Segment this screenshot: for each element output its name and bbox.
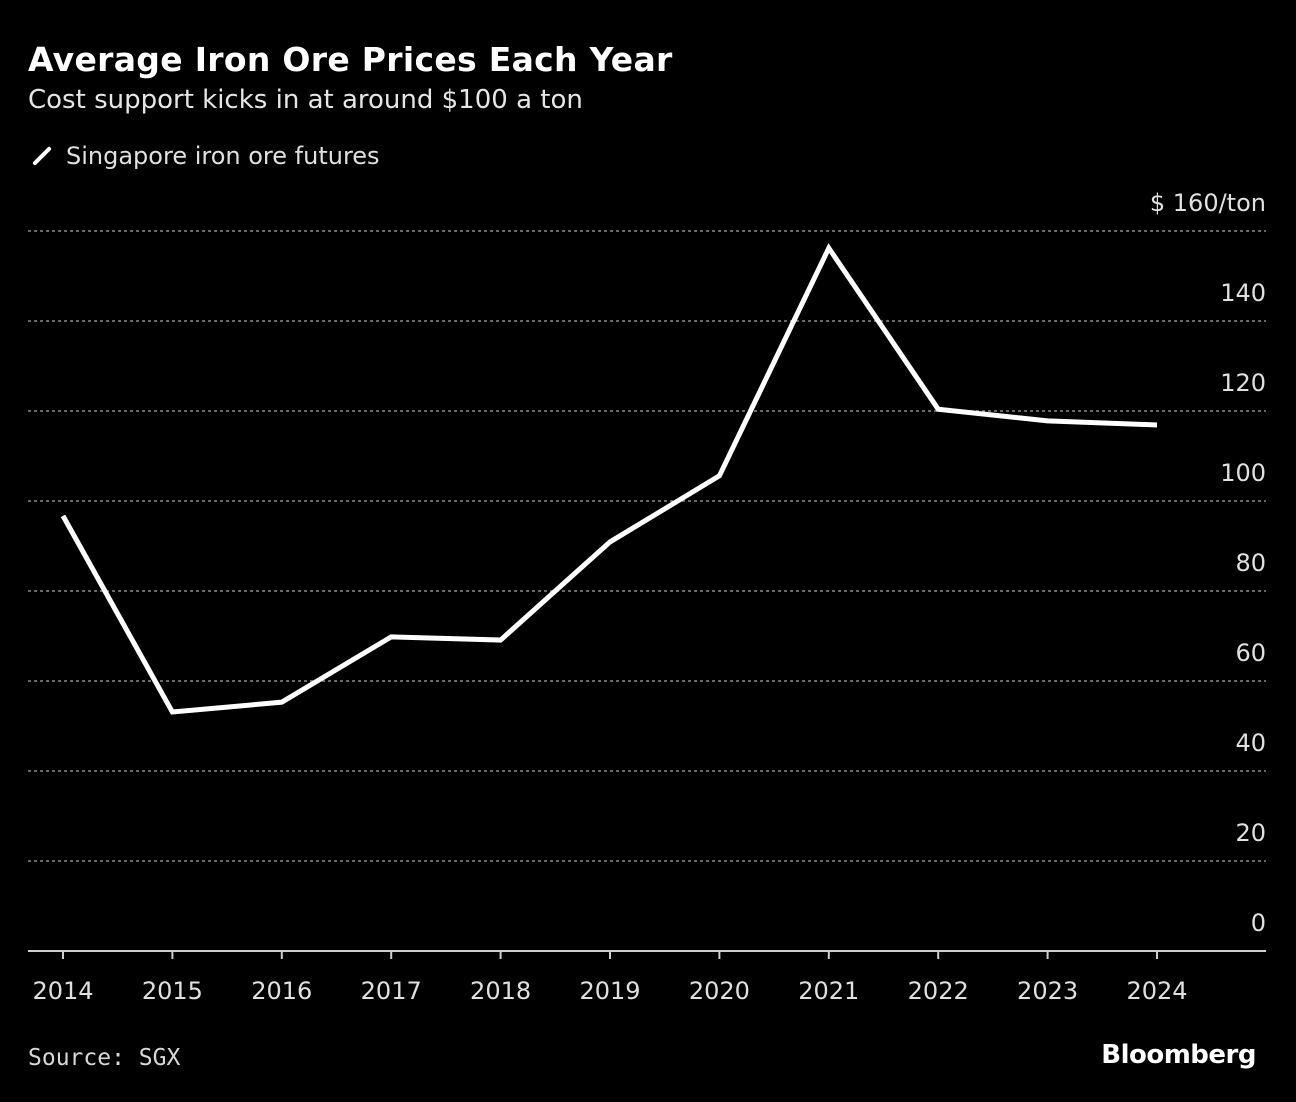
y-tick-label: 80 [1235, 549, 1266, 577]
y-tick-label: 60 [1235, 639, 1266, 667]
x-tick-label: 2017 [361, 977, 422, 1005]
y-tick-label: 120 [1220, 369, 1266, 397]
y-tick-label: 20 [1235, 819, 1266, 847]
chart-subtitle: Cost support kicks in at around $100 a t… [28, 85, 583, 115]
y-tick-label: $ 160/ton [1150, 189, 1266, 217]
x-tick-label: 2019 [579, 977, 640, 1005]
y-tick-label: 40 [1235, 729, 1266, 757]
y-tick-label: 100 [1220, 459, 1266, 487]
bloomberg-logo: Bloomberg [1101, 1040, 1256, 1070]
x-tick-label: 2015 [142, 977, 203, 1005]
y-tick-label: 0 [1251, 909, 1266, 937]
x-tick-label: 2016 [251, 977, 312, 1005]
source-note: Source: SGX [28, 1045, 181, 1071]
x-tick-label: 2014 [32, 977, 93, 1005]
x-tick-label: 2023 [1017, 977, 1078, 1005]
series-line [60, 243, 1158, 715]
legend-label: Singapore iron ore futures [66, 142, 380, 170]
x-tick-label: 2020 [689, 977, 750, 1005]
x-tick-label: 2024 [1126, 977, 1187, 1005]
y-tick-label: 140 [1220, 279, 1266, 307]
x-tick-label: 2022 [908, 977, 969, 1005]
x-tick-label: 2021 [798, 977, 859, 1005]
chart-title: Average Iron Ore Prices Each Year [28, 40, 673, 79]
legend: Singapore iron ore futures [30, 142, 380, 170]
x-tick-label: 2018 [470, 977, 531, 1005]
